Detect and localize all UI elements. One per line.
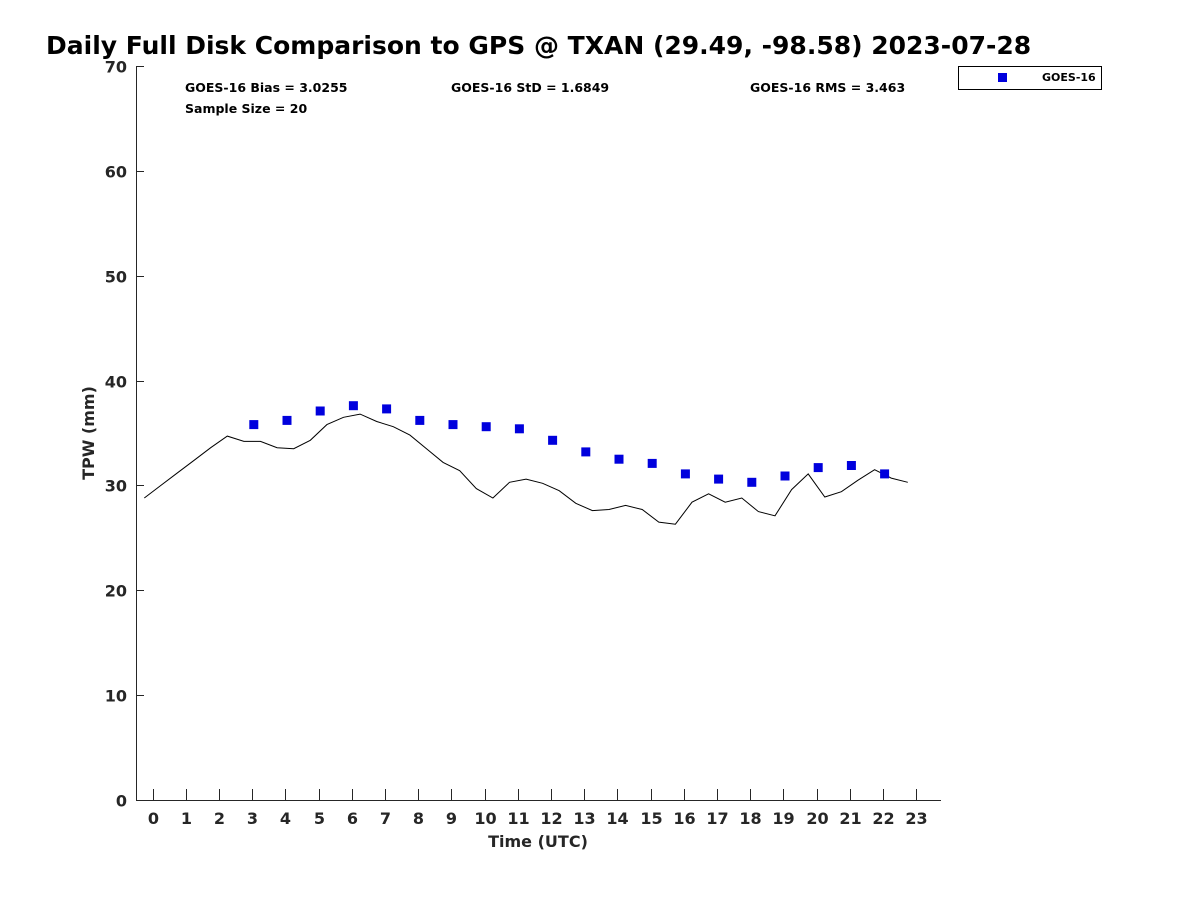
goes16-point bbox=[846, 461, 856, 470]
stat-bias: GOES-16 Bias = 3.0255 bbox=[185, 80, 347, 95]
goes16-point bbox=[249, 420, 259, 430]
legend: GOES-16 bbox=[958, 66, 1102, 90]
goes16-point bbox=[282, 415, 292, 425]
goes16-point bbox=[448, 420, 458, 430]
y-tick-label: 50 bbox=[105, 268, 127, 287]
goes16-point bbox=[680, 469, 690, 479]
goes16-point bbox=[548, 435, 558, 445]
goes16-point bbox=[780, 471, 790, 481]
goes16-points bbox=[249, 401, 890, 487]
x-tick-label: 23 bbox=[905, 809, 927, 828]
x-tick-label: 5 bbox=[314, 809, 325, 828]
x-tick-label: 14 bbox=[606, 809, 628, 828]
x-tick-label: 3 bbox=[247, 809, 258, 828]
y-tick-label: 60 bbox=[105, 163, 127, 182]
line-series bbox=[143, 413, 908, 525]
stat-rms: GOES-16 RMS = 3.463 bbox=[750, 80, 905, 95]
goes16-point bbox=[348, 401, 358, 411]
x-tick-label: 22 bbox=[872, 809, 894, 828]
goes16-point bbox=[880, 469, 890, 479]
x-tick-label: 2 bbox=[214, 809, 225, 828]
x-tick-label: 11 bbox=[507, 809, 529, 828]
x-tick-label: 21 bbox=[839, 809, 861, 828]
y-tick-label: 0 bbox=[116, 792, 127, 811]
x-tick-label: 8 bbox=[413, 809, 424, 828]
x-tick-label: 7 bbox=[380, 809, 391, 828]
legend-marker-goes16 bbox=[998, 73, 1007, 82]
y-tick-label: 20 bbox=[105, 582, 127, 601]
goes16-point bbox=[747, 477, 757, 487]
x-tick-label: 9 bbox=[446, 809, 457, 828]
y-tick-label: 30 bbox=[105, 477, 127, 496]
goes16-point bbox=[481, 422, 491, 432]
x-tick-label: 12 bbox=[540, 809, 562, 828]
goes16-point bbox=[315, 406, 325, 416]
axes bbox=[136, 66, 941, 801]
y-tick-label: 70 bbox=[105, 58, 127, 77]
legend-box bbox=[958, 66, 1102, 90]
x-tick-label: 20 bbox=[806, 809, 828, 828]
y-axis-label: TPW (mm) bbox=[79, 386, 98, 480]
stat-sample-size: Sample Size = 20 bbox=[185, 101, 307, 116]
x-tick-label: 1 bbox=[181, 809, 192, 828]
x-tick-label: 18 bbox=[739, 809, 761, 828]
x-tick-label: 10 bbox=[474, 809, 496, 828]
gps-line bbox=[143, 413, 908, 525]
goes16-point bbox=[514, 424, 524, 434]
y-tick-label: 10 bbox=[105, 687, 127, 706]
goes16-point bbox=[614, 454, 624, 464]
x-tick-label: 19 bbox=[772, 809, 794, 828]
legend-label-goes16: GOES-16 bbox=[1042, 71, 1096, 84]
x-tick-label: 17 bbox=[706, 809, 728, 828]
goes16-point bbox=[415, 415, 425, 425]
goes16-point bbox=[382, 404, 392, 414]
goes16-point bbox=[714, 474, 724, 484]
x-tick-label: 15 bbox=[640, 809, 662, 828]
goes16-point bbox=[581, 447, 591, 457]
x-tick-label: 13 bbox=[573, 809, 595, 828]
chart-title: Daily Full Disk Comparison to GPS @ TXAN… bbox=[46, 31, 1031, 60]
stat-std: GOES-16 StD = 1.6849 bbox=[451, 80, 609, 95]
goes16-point bbox=[813, 463, 823, 473]
x-axis-label: Time (UTC) bbox=[488, 832, 588, 851]
y-tick-label: 40 bbox=[105, 373, 127, 392]
x-tick-label: 0 bbox=[148, 809, 159, 828]
x-tick-label: 4 bbox=[280, 809, 291, 828]
goes16-point bbox=[647, 458, 657, 468]
x-tick-label: 6 bbox=[347, 809, 358, 828]
x-tick-label: 16 bbox=[673, 809, 695, 828]
